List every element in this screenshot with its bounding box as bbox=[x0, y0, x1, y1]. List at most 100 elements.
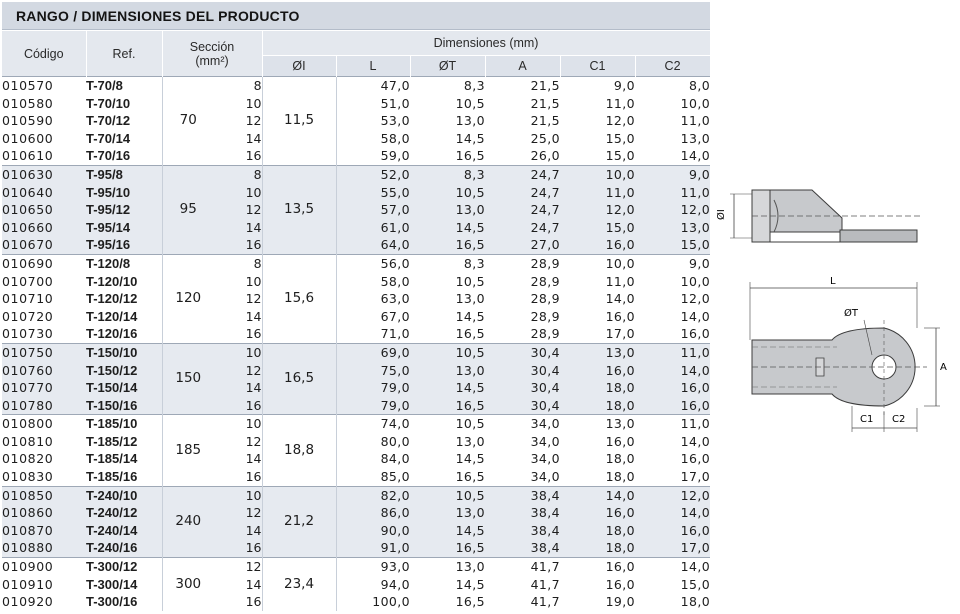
cell-a: 27,0 bbox=[485, 236, 561, 255]
cell-c2: 10,0 bbox=[635, 94, 711, 113]
label-c2: C2 bbox=[892, 414, 905, 425]
cell-l: 58,0 bbox=[336, 272, 411, 291]
cell-codigo: 010610 bbox=[2, 147, 86, 166]
cell-ref: T-150/12 bbox=[86, 361, 162, 380]
cell-c2: 14,0 bbox=[635, 361, 711, 380]
cell-c1: 16,0 bbox=[560, 504, 636, 522]
table-row: 010570 T-70/8 70 8 11,5 47,0 8,3 21,5 9,0 8,0 bbox=[2, 75, 711, 166]
header-dimensiones: Dimensiones (mm) bbox=[262, 31, 711, 56]
cell-a: 26,0 bbox=[485, 147, 561, 166]
table-row: 010770 T-150/14 14 79,0 14,5 30,4 18,0 16,0 bbox=[2, 379, 711, 397]
header-col-c2: C2 bbox=[635, 55, 711, 77]
cell-codigo: 010860 bbox=[2, 504, 86, 522]
cell-codigo: 010830 bbox=[2, 468, 86, 487]
cell-dt: 16,5 bbox=[410, 468, 486, 487]
table-row: 010670 T-95/16 16 64,0 16,5 27,0 16,0 15,0 bbox=[2, 236, 711, 255]
cell-seccion: 95 bbox=[161, 164, 214, 255]
cell-c2: 16,0 bbox=[635, 396, 711, 415]
cell-terminal-size: 10 bbox=[214, 485, 263, 505]
cell-c1: 13,0 bbox=[560, 414, 636, 433]
cell-di: 13,5 bbox=[261, 164, 337, 255]
cell-terminal-size: 14 bbox=[214, 575, 263, 594]
cell-codigo: 010590 bbox=[2, 112, 86, 130]
cell-l: 53,0 bbox=[336, 112, 411, 130]
table-row: 010830 T-185/16 16 85,0 16,5 34,0 18,0 17,0 bbox=[2, 468, 711, 487]
cell-a: 34,0 bbox=[485, 450, 561, 469]
cell-a: 38,4 bbox=[485, 485, 561, 505]
cell-l: 47,0 bbox=[336, 75, 411, 95]
cell-l: 94,0 bbox=[336, 575, 411, 594]
cell-c1: 16,0 bbox=[560, 575, 636, 594]
cell-c2: 18,0 bbox=[635, 593, 711, 611]
cell-terminal-size: 12 bbox=[214, 432, 263, 451]
cell-codigo: 010920 bbox=[2, 593, 86, 611]
header-col-di: ØI bbox=[262, 55, 337, 77]
cell-a: 21,5 bbox=[485, 112, 561, 130]
cell-ref: T-95/10 bbox=[86, 183, 162, 202]
cell-l: 100,0 bbox=[336, 593, 411, 611]
table-row: 010750 T-150/10 150 10 16,5 69,0 10,5 30,4 13,0 1… bbox=[2, 342, 711, 415]
cell-dt: 10,5 bbox=[410, 342, 486, 362]
cell-c2: 11,0 bbox=[635, 112, 711, 130]
cell-l: 93,0 bbox=[336, 557, 411, 576]
cell-dt: 13,0 bbox=[410, 504, 486, 522]
cell-dt: 14,5 bbox=[410, 379, 486, 397]
table-row: 010600 T-70/14 14 58,0 14,5 25,0 15,0 13,0 bbox=[2, 129, 711, 148]
cell-dt: 13,0 bbox=[410, 201, 486, 219]
table-row: 010910 T-300/14 14 94,0 14,5 41,7 16,0 15,0 bbox=[2, 575, 711, 594]
cell-l: 74,0 bbox=[336, 414, 411, 433]
cell-seccion: 300 bbox=[161, 557, 214, 611]
cell-c2: 14,0 bbox=[635, 557, 711, 576]
table-row: 010880 T-240/16 16 91,0 16,5 38,4 18,0 17,0 bbox=[2, 539, 711, 558]
cell-dt: 13,0 bbox=[410, 432, 486, 451]
cell-ref: T-95/14 bbox=[86, 218, 162, 237]
header-col-l: L bbox=[336, 55, 411, 77]
cell-l: 63,0 bbox=[336, 290, 411, 308]
cell-c2: 16,0 bbox=[635, 325, 711, 344]
cell-terminal-size: 16 bbox=[214, 468, 263, 487]
cell-terminal-size: 12 bbox=[214, 557, 263, 576]
cell-terminal-size: 14 bbox=[214, 129, 263, 148]
cell-a: 30,4 bbox=[485, 361, 561, 380]
cell-ref: T-120/10 bbox=[86, 272, 162, 291]
cell-a: 34,0 bbox=[485, 414, 561, 433]
label-dt: ØT bbox=[844, 307, 859, 319]
cell-codigo: 010700 bbox=[2, 272, 86, 291]
cell-codigo: 010690 bbox=[2, 253, 86, 273]
cell-dt: 10,5 bbox=[410, 414, 486, 433]
table-row: 010730 T-120/16 16 71,0 16,5 28,9 17,0 16,0 bbox=[2, 325, 711, 344]
cell-a: 24,7 bbox=[485, 183, 561, 202]
header-ref: Ref. bbox=[86, 31, 163, 77]
table-row: 010720 T-120/14 14 67,0 14,5 28,9 16,0 14,0 bbox=[2, 307, 711, 326]
cell-ref: T-240/14 bbox=[86, 521, 162, 540]
table-row: 010630 T-95/8 95 8 13,5 52,0 8,3 24,7 10,0 9,0 bbox=[2, 164, 711, 255]
cell-codigo: 010800 bbox=[2, 414, 86, 433]
terminal-drawing: ØI L ØT A C1 C2 bbox=[715, 189, 947, 432]
cell-c2: 17,0 bbox=[635, 539, 711, 558]
cell-codigo: 010900 bbox=[2, 557, 86, 576]
cell-terminal-size: 14 bbox=[214, 450, 263, 469]
table-row: 010850 T-240/10 240 10 21,2 82,0 10,5 38,4 14,0 1… bbox=[2, 485, 711, 558]
cell-c2: 8,0 bbox=[635, 75, 711, 95]
header-col-a: A bbox=[485, 55, 561, 77]
cell-terminal-size: 14 bbox=[214, 379, 263, 397]
cell-c2: 11,0 bbox=[635, 342, 711, 362]
cell-codigo: 010770 bbox=[2, 379, 86, 397]
cell-c2: 14,0 bbox=[635, 504, 711, 522]
cell-c2: 12,0 bbox=[635, 485, 711, 505]
cell-c1: 16,0 bbox=[560, 432, 636, 451]
cell-ref: T-150/14 bbox=[86, 379, 162, 397]
cell-seccion: 120 bbox=[161, 253, 214, 344]
cell-c1: 18,0 bbox=[560, 468, 636, 487]
cell-a: 38,4 bbox=[485, 521, 561, 540]
cell-c1: 14,0 bbox=[560, 290, 636, 308]
side-view: ØI bbox=[715, 189, 922, 243]
cell-ref: T-95/16 bbox=[86, 236, 162, 255]
table-row: 010920 T-300/16 16 100,0 16,5 41,7 19,0 18,0 bbox=[2, 593, 711, 611]
cell-c1: 18,0 bbox=[560, 539, 636, 558]
cell-c2: 9,0 bbox=[635, 253, 711, 273]
cell-di: 18,8 bbox=[261, 414, 337, 487]
cell-terminal-size: 12 bbox=[214, 112, 263, 130]
cell-a: 38,4 bbox=[485, 504, 561, 522]
cell-terminal-size: 12 bbox=[214, 361, 263, 380]
